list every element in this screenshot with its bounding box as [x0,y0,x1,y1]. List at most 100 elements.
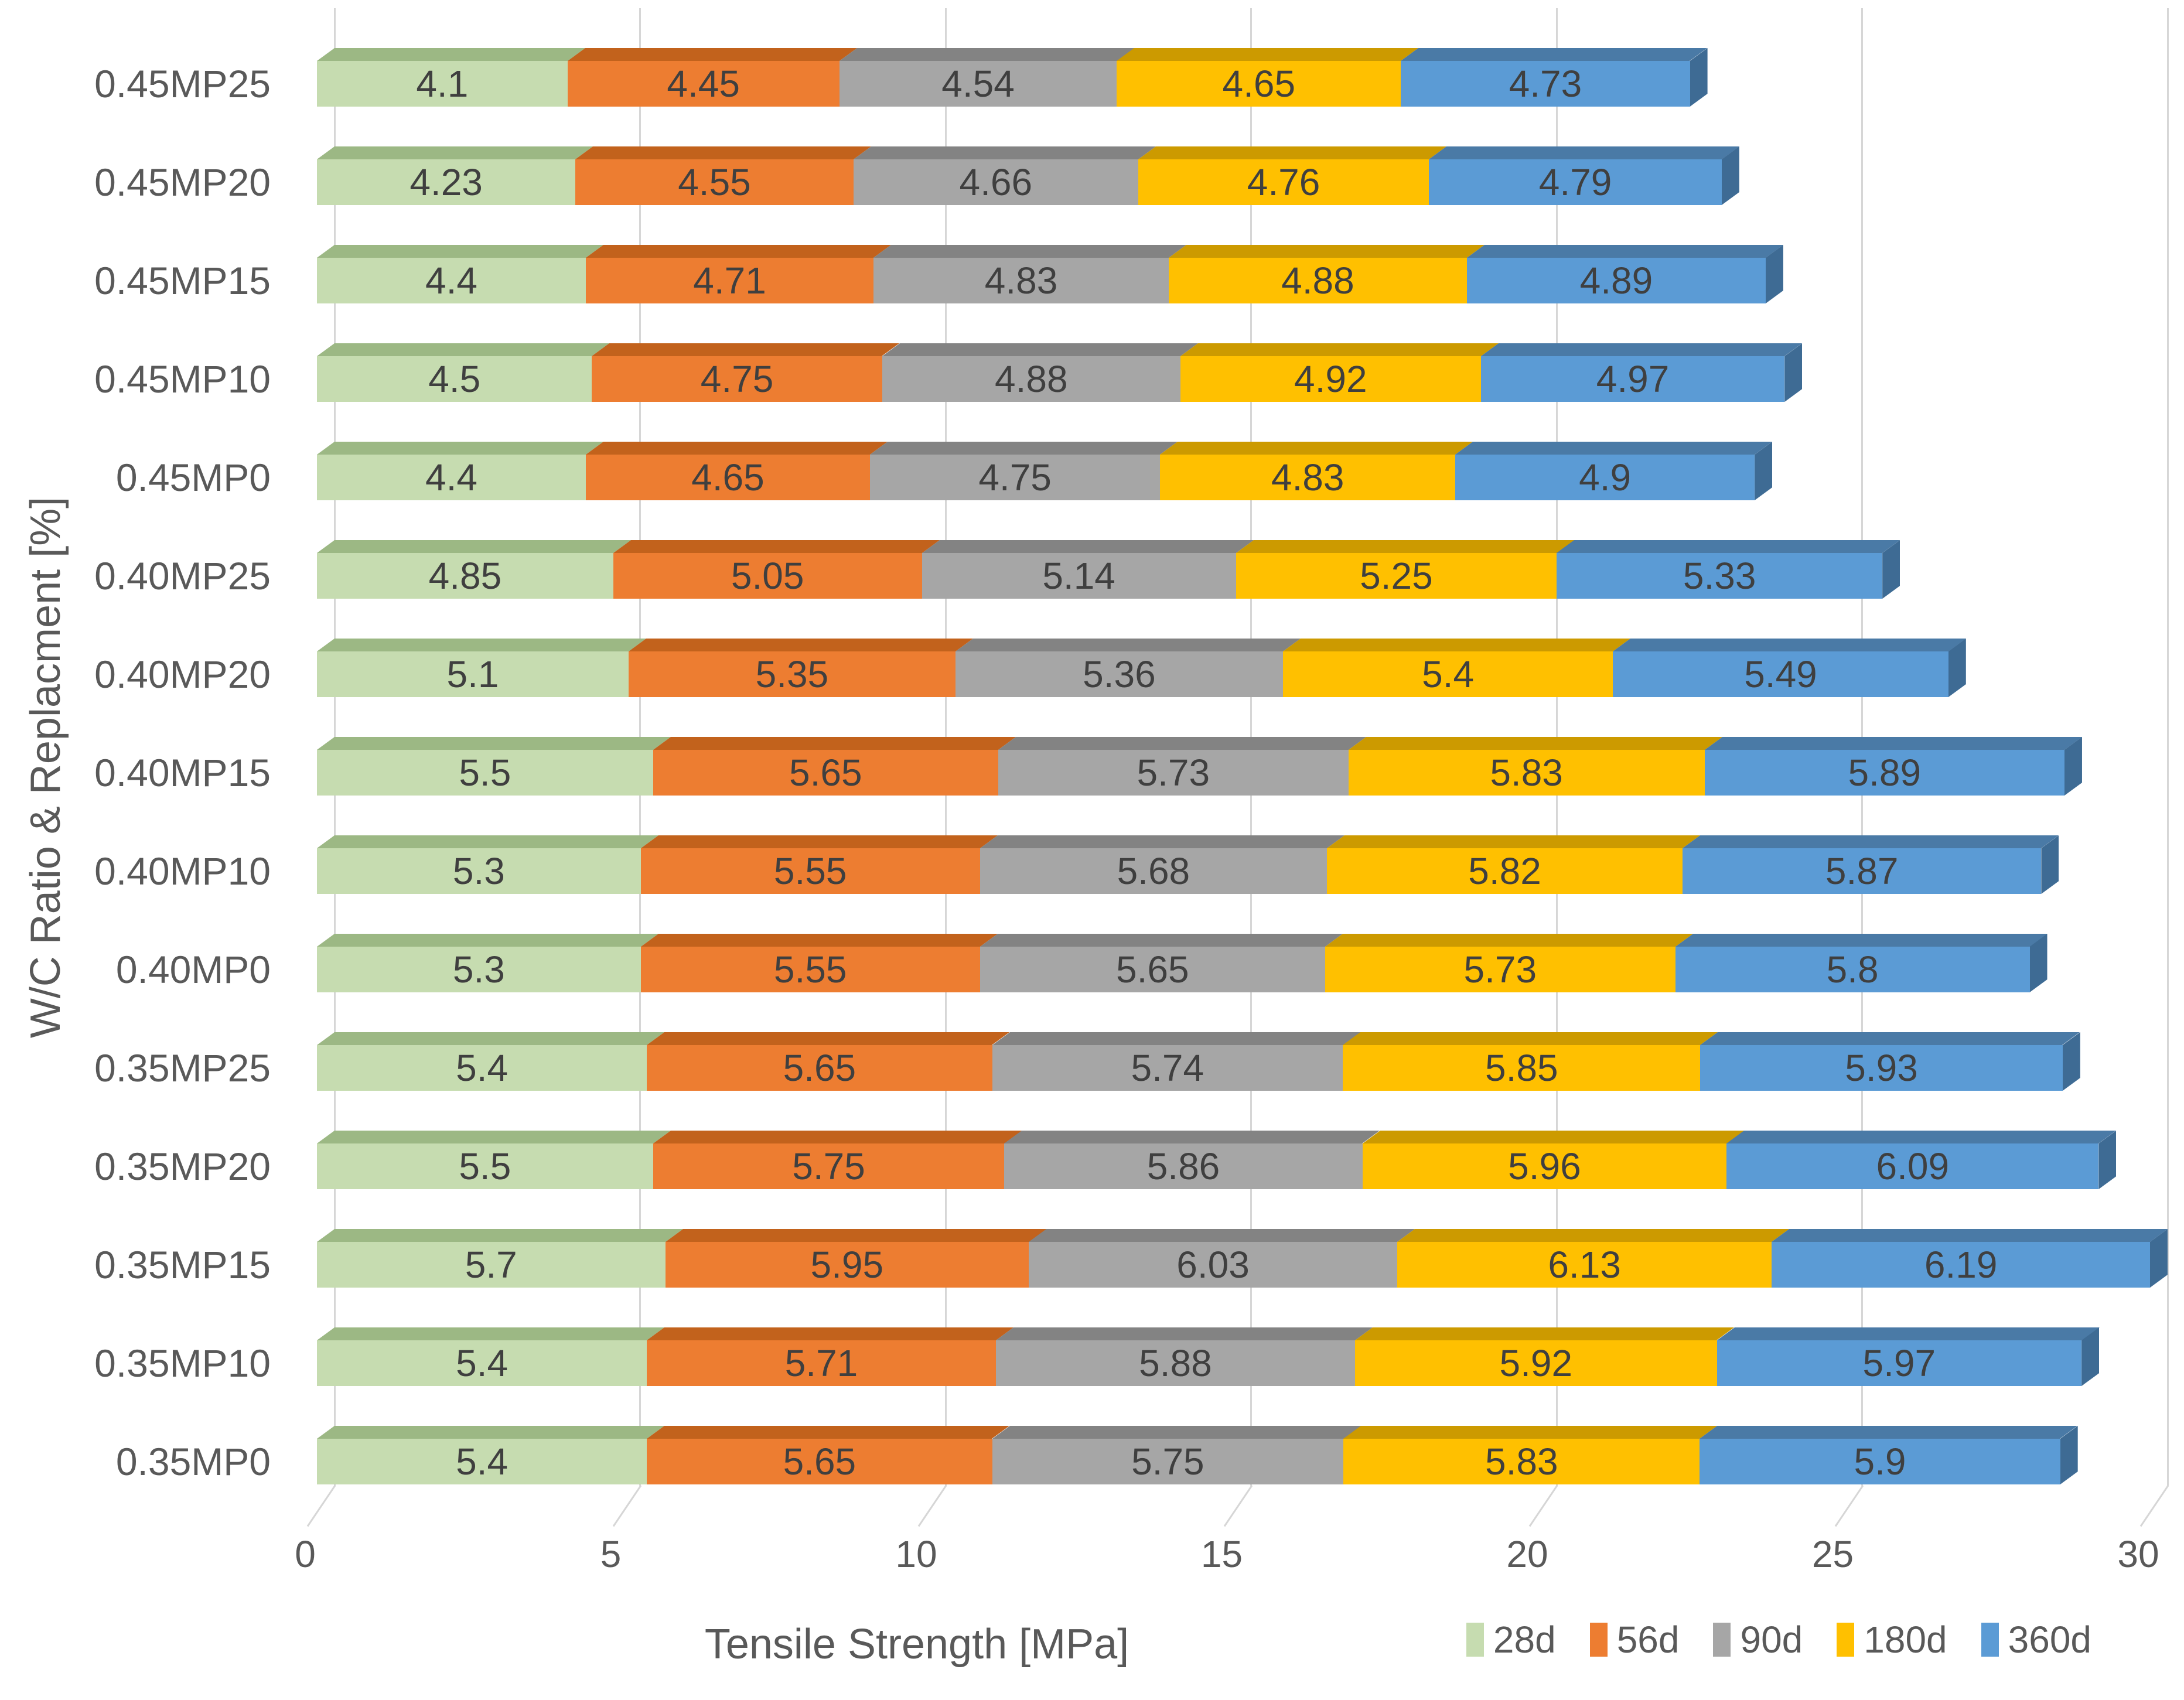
legend: 28d 56d 90d 180d 360d [1466,1618,2091,1661]
bar-segment-top-180d [1282,639,1631,651]
value-label-28d: 4.4 [425,456,477,499]
value-label-90d: 4.83 [984,260,1058,302]
bar-segment-top-90d [980,934,1343,947]
bar-segment-90d [1029,1242,1398,1288]
bar-segment-56d [640,848,980,894]
bar-segment-top-28d [317,245,603,258]
value-label-90d: 5.65 [1116,948,1189,991]
bar-segment-top-360d [1429,146,1739,159]
bar-segment-top-28d [317,48,585,61]
legend-swatch-90d [1713,1623,1731,1657]
bar-segment-90d [998,750,1349,796]
bar-segment-360d [1429,159,1722,205]
bar-segment-top-56d [628,639,973,651]
bar-segment-180d [1236,553,1557,599]
bar-segment-180d [1168,258,1467,303]
value-label-360d: 6.09 [1876,1145,1950,1187]
value-label-360d: 4.97 [1596,358,1670,400]
bar-segment-28d [317,1439,647,1484]
x-tick-label: 5 [600,1533,622,1575]
bar-segment-top-56d [575,146,871,159]
bar-segment-180d [1160,455,1456,500]
bar-segment-top-360d [1717,1327,2100,1340]
value-label-28d: 5.4 [456,1047,509,1089]
category-label: 0.45MP10 [94,357,271,401]
bar-segment-360d [1455,455,1755,500]
gridline [2166,8,2169,1486]
value-label-360d: 4.79 [1538,161,1612,203]
value-label-180d: 4.92 [1294,358,1367,400]
bar-segment-top-180d [1117,48,1419,61]
bar-segment-top-28d [317,1229,683,1242]
value-label-90d: 6.03 [1176,1244,1250,1286]
value-label-180d: 6.13 [1548,1244,1621,1286]
bar-segment-top-360d [1700,1032,2080,1045]
legend-label-56d: 56d [1616,1619,1680,1661]
value-label-90d: 4.88 [994,358,1068,400]
bar-segment-360d [1700,1439,2060,1484]
bar-segment-top-28d [317,146,593,159]
value-label-28d: 5.3 [452,850,505,892]
value-label-90d: 5.68 [1117,850,1190,892]
bar-segment-56d [585,455,870,500]
bar-segment-180d [1282,651,1613,697]
axis-tick-mark [306,1485,336,1527]
x-tick-label: 15 [1200,1533,1243,1575]
legend-swatch-360d [1981,1623,1999,1657]
legend-item-56d: 56d [1589,1618,1680,1661]
bar-segment-top-360d [1772,1229,2168,1242]
value-label-360d: 4.73 [1509,63,1582,105]
bar-segment-top-28d [317,1032,665,1045]
bar-segment-360d [1613,651,1948,697]
x-tick-label: 20 [1506,1533,1548,1575]
bar-segment-360d [1480,356,1785,402]
value-label-180d: 4.83 [1271,456,1344,499]
bar-segment-top-56d [653,737,1016,750]
bar-segment-180d [1138,159,1429,205]
value-label-90d: 5.36 [1083,653,1156,695]
value-label-28d: 5.4 [456,1342,509,1384]
bar-segment-90d [980,848,1328,894]
legend-item-180d: 180d [1837,1618,1947,1661]
axis-tick-mark [917,1485,947,1527]
category-label: 0.40MP10 [94,849,271,893]
bar-segment-28d [317,553,613,599]
value-label-180d: 4.76 [1247,161,1320,203]
bar-segment-90d [922,553,1236,599]
value-label-180d: 5.4 [1422,653,1475,695]
bar-segment-top-180d [1355,1327,1735,1340]
bar-segment-360d [1772,1242,2150,1288]
bar-segment-top-180d [1325,934,1693,947]
value-label-180d: 5.92 [1499,1342,1573,1384]
bar-segment-top-360d [1613,639,1966,651]
bar-segment-top-90d [992,1032,1361,1045]
bar-segment-top-28d [317,737,671,750]
bar-segment-180d [1343,1045,1701,1091]
value-label-56d: 5.05 [731,555,804,597]
category-label: 0.35MP25 [94,1046,271,1090]
value-label-28d: 4.85 [428,555,502,597]
value-label-180d: 5.25 [1360,555,1433,597]
value-label-56d: 4.65 [691,456,765,499]
value-label-90d: 4.54 [941,63,1015,105]
bar-segment-top-56d [592,343,900,356]
axis-tick-mark [1223,1485,1253,1527]
bar-segment-56d [628,651,955,697]
bar-segment-top-360d [1700,1426,2078,1439]
bar-segment-top-56d [647,1032,1010,1045]
legend-swatch-28d [1466,1623,1484,1657]
bar-segment-top-56d [585,245,892,258]
value-label-360d: 5.49 [1744,653,1817,695]
value-label-56d: 4.75 [700,358,774,400]
axis-tick-mark [612,1485,641,1527]
category-label: 0.35MP10 [94,1341,271,1385]
value-label-90d: 4.66 [959,161,1033,203]
bar-segment-180d [1348,750,1705,796]
value-label-56d: 5.55 [773,948,847,991]
bar-segment-top-28d [317,442,603,455]
value-label-360d: 4.9 [1579,456,1632,499]
bar-segment-90d [1004,1143,1363,1189]
value-label-90d: 5.73 [1137,752,1210,794]
bar-segment-top-180d [1362,1131,1745,1143]
